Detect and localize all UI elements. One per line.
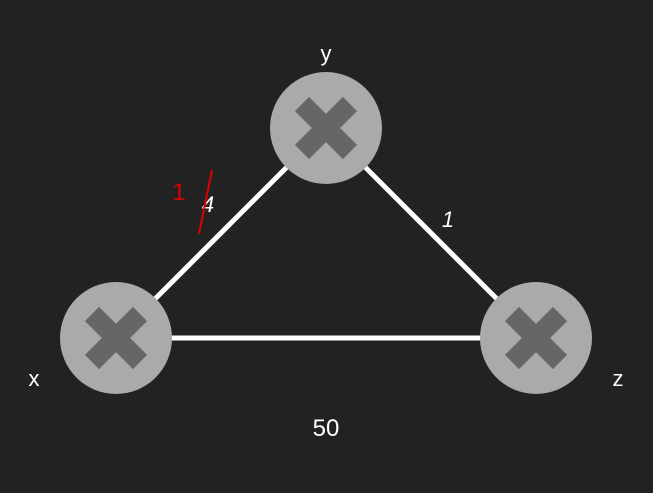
node-label-z: z bbox=[613, 366, 624, 391]
edge-cost-x-z: 50 bbox=[313, 415, 340, 442]
strike-through-mark bbox=[198, 169, 213, 235]
node-label-x: x bbox=[29, 366, 40, 391]
annotation-new-cost: 1 bbox=[172, 179, 185, 206]
edge-cost-x-y: 4 bbox=[202, 192, 214, 217]
node-z bbox=[480, 282, 592, 394]
router-x-icon bbox=[84, 306, 148, 370]
router-x-icon bbox=[504, 306, 568, 370]
edge-cost-y-z: 1 bbox=[442, 207, 454, 232]
node-label-y: y bbox=[321, 41, 332, 66]
router-x-icon bbox=[294, 96, 358, 160]
node-y bbox=[270, 72, 382, 184]
node-x bbox=[60, 282, 172, 394]
